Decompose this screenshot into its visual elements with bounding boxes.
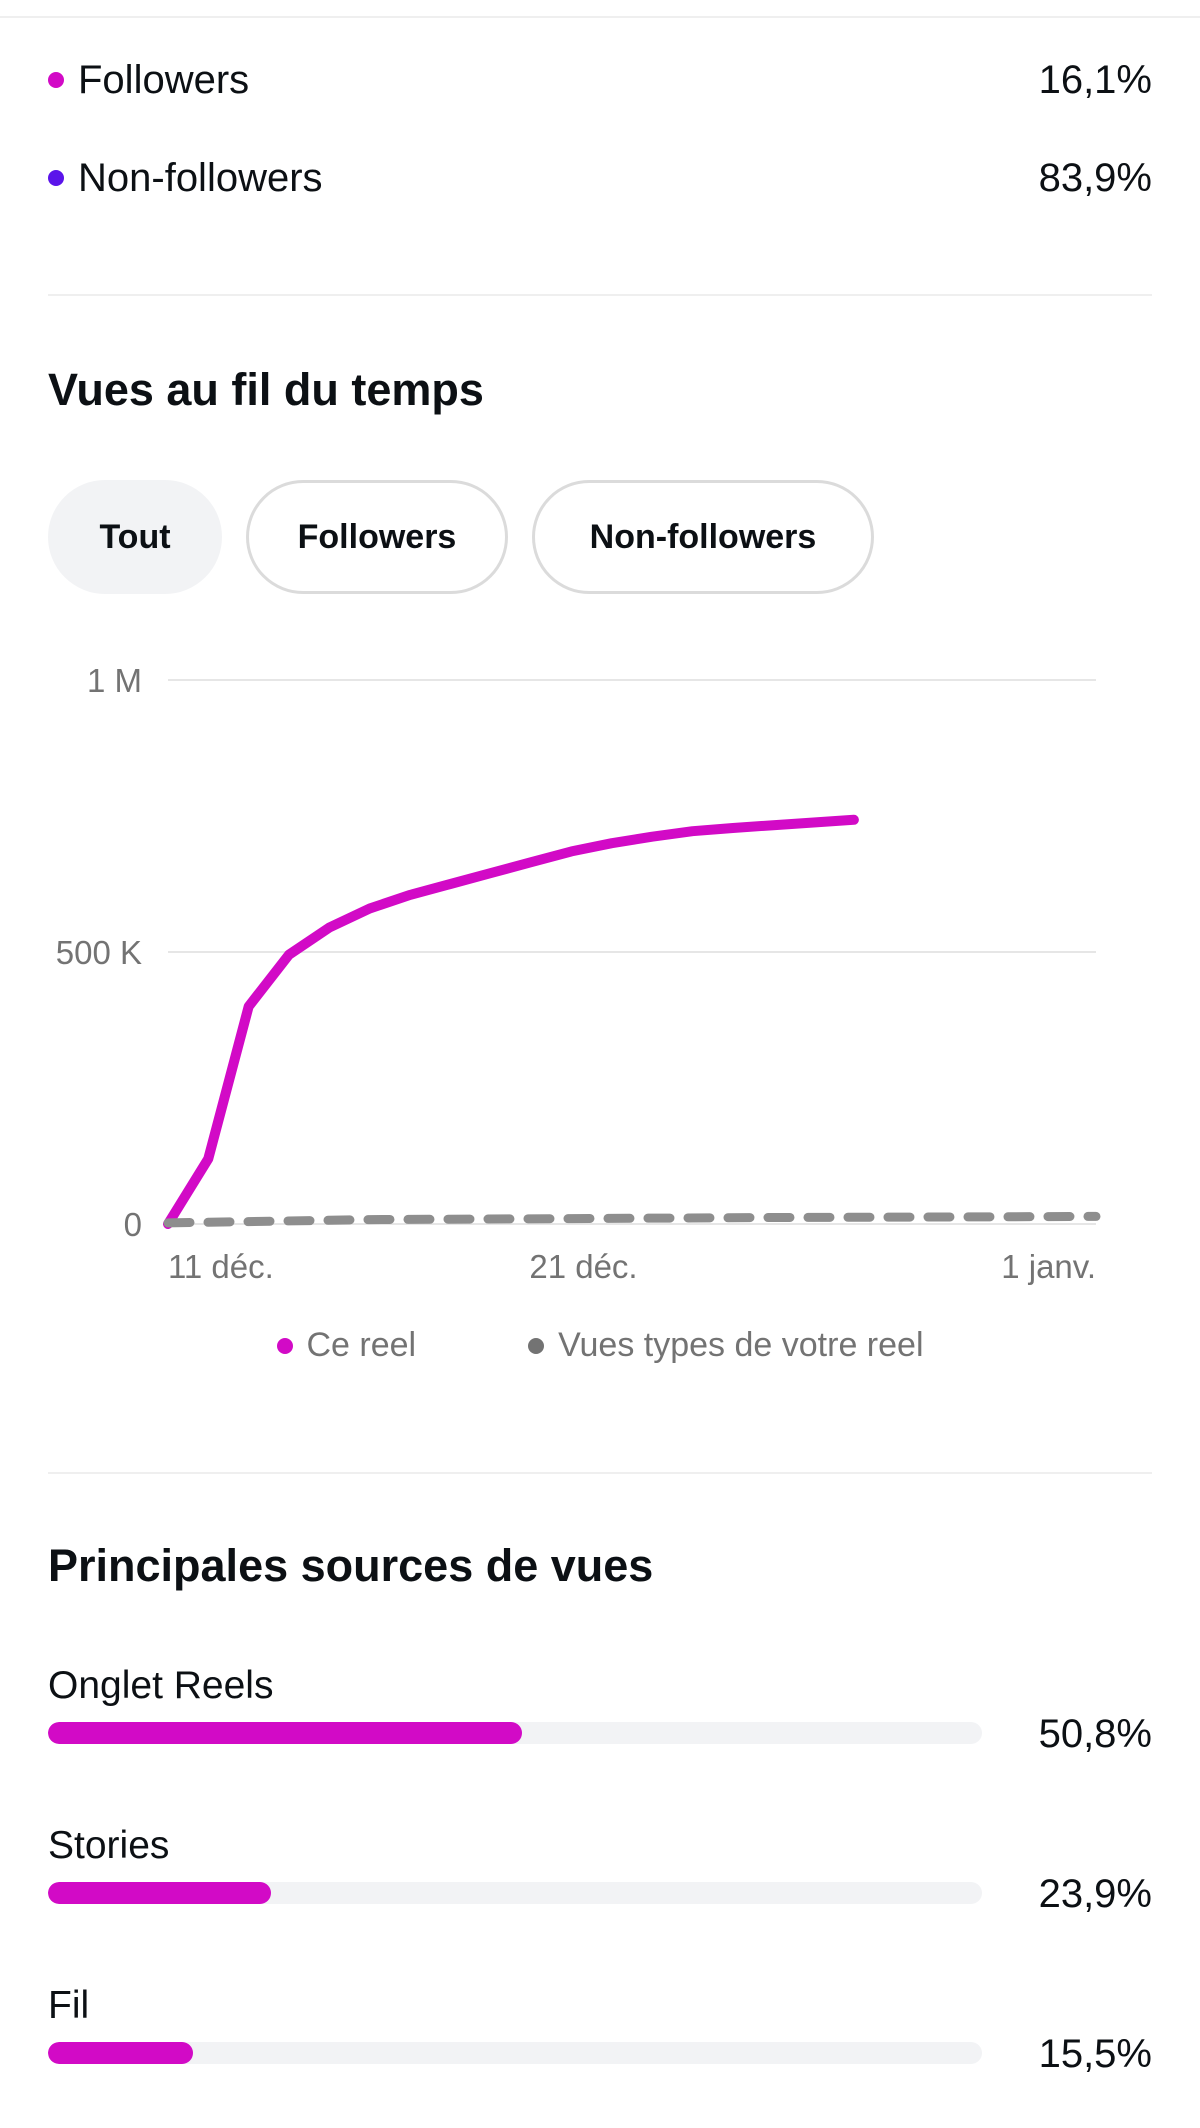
source-label: Fil: [48, 1984, 90, 2027]
audience-row-non-followers: Non-followers 83,9%: [48, 148, 1152, 208]
source-progress-fill: [48, 1882, 272, 1904]
source-progress-track: [48, 2042, 982, 2064]
filter-chip-followers[interactable]: Followers: [246, 480, 508, 594]
followers-dot-icon: [48, 72, 64, 88]
views-line-chart: 1 M 500 K 0 11 déc. 21 déc. 1 janv.: [56, 662, 1101, 1285]
source-progress-track: [48, 1882, 982, 1904]
source-item-fil: Fil 15,5%: [48, 1984, 1152, 2104]
audience-row-followers: Followers 16,1%: [48, 50, 1152, 110]
audience-label: Non-followers: [78, 155, 323, 200]
source-progress-fill: [48, 2042, 193, 2064]
chart-legend-item-ce-reel: Ce reel: [276, 1326, 417, 1365]
y-tick-label: 500 K: [56, 934, 142, 971]
source-percentage: 50,8%: [1038, 1712, 1152, 1756]
audience-value: 83,9%: [1038, 155, 1152, 200]
chart-legend-item-typical-views: Vues types de votre reel: [528, 1326, 924, 1365]
x-tick-label: 1 janv.: [1001, 1248, 1096, 1285]
chart-legend-label: Vues types de votre reel: [558, 1326, 924, 1364]
source-item-onglet-reels: Onglet Reels 50,8%: [48, 1664, 1152, 1784]
source-progress-fill: [48, 1722, 523, 1744]
series-line-ce-reel: [163, 814, 859, 1229]
chart-legend: Ce reel Vues types de votre reel: [0, 1326, 1200, 1365]
source-progress-track: [48, 1722, 982, 1744]
chart-legend-label: Ce reel: [306, 1326, 417, 1364]
section-divider: [48, 1472, 1152, 1474]
views-over-time-title: Vues au fil du temps: [48, 364, 484, 415]
top-sources-title: Principales sources de vues: [48, 1540, 654, 1591]
source-item-stories: Stories 23,9%: [48, 1824, 1152, 1944]
source-label: Stories: [48, 1824, 170, 1867]
source-label: Onglet Reels: [48, 1664, 274, 1707]
top-divider: [0, 16, 1200, 18]
filter-chips: Tout Followers Non-followers: [48, 480, 874, 594]
x-tick-label: 11 déc.: [168, 1248, 274, 1285]
filter-chip-tout[interactable]: Tout: [48, 480, 222, 594]
non-followers-dot-icon: [48, 170, 64, 186]
x-tick-label: 21 déc.: [529, 1248, 637, 1285]
source-percentage: 23,9%: [1038, 1872, 1152, 1916]
series-line-typical-views: [163, 1211, 1101, 1228]
section-divider: [48, 294, 1152, 296]
audience-label: Followers: [78, 57, 250, 102]
y-tick-label: 1 M: [87, 662, 142, 699]
y-tick-label: 0: [124, 1206, 142, 1243]
source-percentage: 15,5%: [1038, 2032, 1152, 2076]
typical-views-dot-icon: [528, 1337, 545, 1354]
filter-chip-non-followers[interactable]: Non-followers: [532, 480, 874, 594]
audience-value: 16,1%: [1038, 57, 1152, 102]
ce-reel-dot-icon: [276, 1337, 293, 1354]
